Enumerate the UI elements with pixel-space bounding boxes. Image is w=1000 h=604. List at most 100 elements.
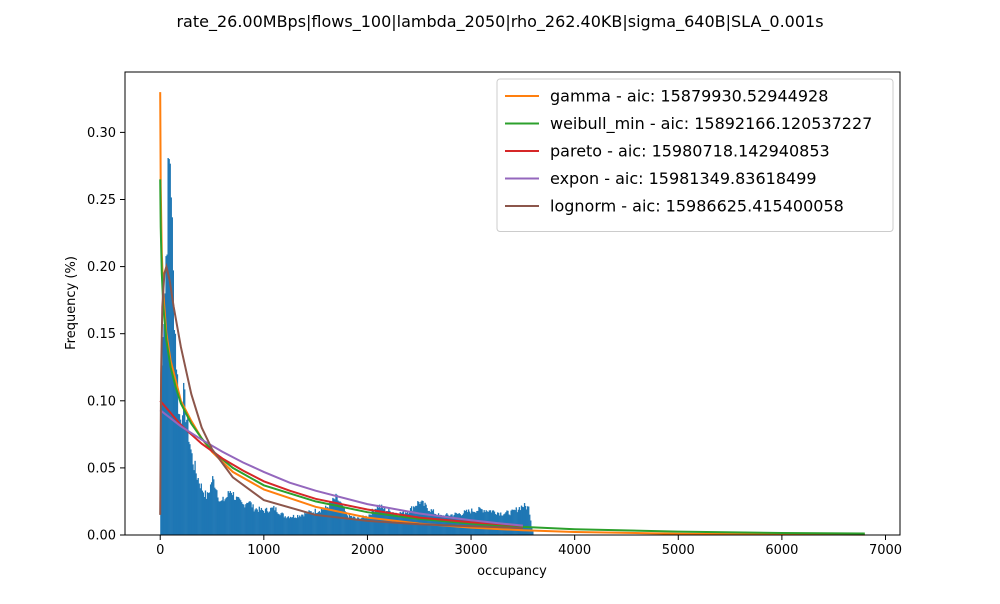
histogram-bar bbox=[511, 509, 513, 535]
histogram-bar bbox=[241, 502, 243, 535]
legend-entry-label: lognorm - aic: 15986625.415400058 bbox=[550, 197, 844, 216]
histogram-bar bbox=[366, 517, 368, 535]
histogram-bar bbox=[385, 511, 387, 535]
histogram-bar bbox=[280, 513, 282, 535]
y-axis-ticks: 0.00 0.05 0.10 0.15 0.20 0.25 0.30 bbox=[87, 126, 125, 544]
histogram-bar bbox=[427, 510, 429, 535]
histogram-bar bbox=[246, 502, 248, 535]
histogram-bar bbox=[218, 501, 220, 535]
histogram-bar bbox=[277, 513, 279, 535]
histogram-bar bbox=[342, 508, 344, 535]
histogram-bar bbox=[397, 515, 399, 535]
histogram-bar bbox=[206, 492, 209, 535]
histogram-bar bbox=[221, 500, 223, 535]
chart-title: rate_26.00MBps|flows_100|lambda_2050|rho… bbox=[176, 12, 823, 32]
histogram-bar bbox=[409, 508, 412, 535]
histogram-bar bbox=[283, 517, 285, 535]
y-tick-label: 0.30 bbox=[87, 126, 116, 141]
histogram-bar bbox=[395, 512, 397, 535]
histogram-bar bbox=[266, 511, 269, 535]
histogram-bar bbox=[251, 507, 253, 535]
histogram-bar bbox=[234, 499, 237, 535]
histogram-bar bbox=[326, 507, 328, 535]
histogram-bar bbox=[319, 512, 322, 535]
histogram-bar bbox=[195, 473, 197, 535]
histogram-bar bbox=[532, 531, 534, 535]
histogram-bar bbox=[172, 270, 174, 535]
histogram-bar bbox=[279, 515, 281, 535]
histogram-bar bbox=[298, 517, 300, 535]
histogram-bar bbox=[370, 515, 372, 535]
histogram-bar bbox=[189, 444, 191, 535]
histogram-bar bbox=[219, 501, 221, 535]
histogram-bar bbox=[353, 516, 356, 535]
histogram-bar bbox=[215, 489, 217, 535]
histogram-bar bbox=[243, 504, 245, 535]
histogram-bar bbox=[217, 497, 219, 535]
histogram-bar bbox=[290, 517, 293, 535]
histogram-bar bbox=[263, 512, 266, 535]
histogram-bar bbox=[228, 492, 230, 535]
histogram-bar bbox=[506, 510, 508, 535]
histogram-bar bbox=[197, 477, 199, 535]
histogram-bar bbox=[343, 507, 345, 535]
histogram-bar bbox=[355, 518, 357, 535]
histogram-bar bbox=[300, 516, 302, 535]
histogram-bar bbox=[275, 507, 277, 535]
histogram-bar bbox=[393, 513, 395, 535]
histogram-bar bbox=[273, 505, 275, 535]
histogram-bar bbox=[294, 517, 297, 535]
histogram-bar bbox=[432, 509, 435, 535]
histogram-bar bbox=[222, 496, 224, 535]
fit-curve-4 bbox=[159, 262, 523, 529]
histogram-bar bbox=[307, 513, 309, 535]
histogram-bar bbox=[173, 330, 176, 535]
histogram-bar bbox=[276, 512, 278, 535]
histogram-bar bbox=[177, 413, 180, 535]
histogram-bar bbox=[224, 499, 226, 535]
histogram-bar bbox=[190, 449, 192, 535]
histogram-bar bbox=[330, 502, 332, 535]
histogram-bar bbox=[165, 256, 167, 535]
histogram-bar bbox=[272, 507, 274, 535]
histogram-bar bbox=[209, 484, 212, 535]
y-tick-label: 0.15 bbox=[87, 327, 116, 342]
histogram-bar bbox=[201, 490, 204, 535]
histogram-bar bbox=[349, 516, 352, 535]
histogram-bar bbox=[271, 507, 273, 535]
histogram-bar bbox=[528, 506, 530, 535]
histogram-bar bbox=[525, 509, 528, 535]
histogram-bar bbox=[351, 517, 354, 535]
histogram-bar bbox=[199, 488, 201, 535]
histogram-bar bbox=[510, 510, 512, 535]
histogram-bar bbox=[426, 508, 428, 535]
histogram-bar bbox=[303, 516, 305, 535]
histogram-bar bbox=[188, 441, 190, 535]
histogram-bar bbox=[515, 507, 517, 535]
histogram-bar bbox=[327, 507, 329, 535]
histogram-bar bbox=[245, 504, 247, 535]
histogram-bar bbox=[285, 518, 287, 535]
histogram-bar bbox=[410, 506, 413, 535]
histogram-bar bbox=[262, 510, 265, 535]
legend-entry-label: gamma - aic: 15879930.52944928 bbox=[550, 87, 828, 106]
histogram-bar bbox=[257, 511, 259, 535]
histogram-bar bbox=[196, 479, 198, 535]
histogram-bar bbox=[230, 492, 233, 535]
histogram-bar bbox=[359, 520, 361, 535]
histogram-bar bbox=[299, 515, 301, 535]
histogram-bar bbox=[261, 509, 264, 535]
histogram-bar bbox=[183, 382, 185, 535]
histogram-bar bbox=[529, 514, 531, 535]
histogram-bar bbox=[191, 453, 193, 535]
plot-area-frame bbox=[124, 71, 901, 536]
histogram-bar bbox=[178, 414, 181, 535]
histogram-bar bbox=[184, 389, 186, 535]
histogram-bar bbox=[520, 505, 523, 535]
x-tick-label: 0 bbox=[156, 543, 164, 558]
histogram-bar bbox=[414, 507, 416, 535]
histogram-bar bbox=[348, 513, 351, 535]
histogram-bar bbox=[288, 518, 291, 535]
histogram-bar bbox=[304, 512, 306, 535]
